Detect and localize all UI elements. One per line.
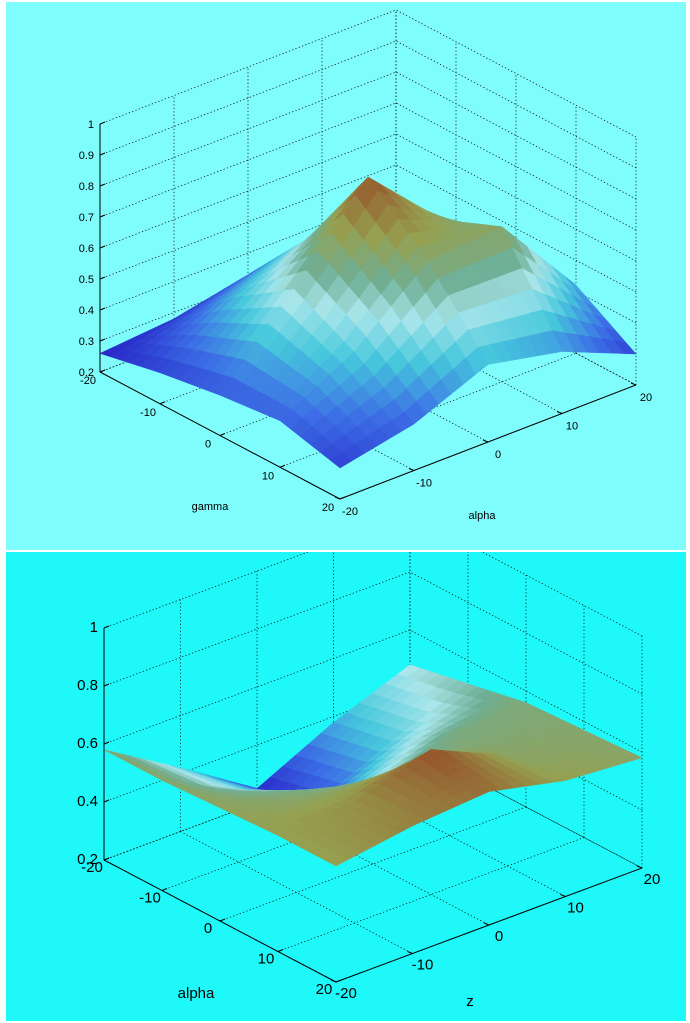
surface-plot-top: -20 -10 0 10 20 -20 -10 0 10 20 0.2 0.3 0.4 0.5 0.6 0.7… bbox=[6, 2, 686, 550]
y-tick-label: -20 bbox=[342, 506, 358, 518]
x-tick bbox=[277, 949, 284, 952]
y-tick-label: -10 bbox=[416, 478, 432, 490]
surface-patch bbox=[325, 854, 350, 867]
x-tick-label: 10 bbox=[258, 951, 275, 968]
z-tick-label: 0.6 bbox=[79, 243, 94, 255]
surface-chart-1: -20 -10 0 10 20 -20 -10 0 10 20 0.2 0.3 0.4 0.5 0.6 0.7… bbox=[6, 2, 686, 550]
x-tick-label: 10 bbox=[262, 470, 274, 482]
z-tick bbox=[103, 625, 110, 629]
z-tick-label: 0.5 bbox=[79, 274, 94, 286]
y-tick bbox=[636, 865, 643, 869]
y-tick bbox=[330, 979, 337, 983]
grid-line bbox=[103, 552, 643, 637]
grid-line bbox=[103, 571, 643, 695]
x-tick bbox=[159, 401, 166, 405]
z-tick-label: 1 bbox=[88, 119, 94, 131]
z-tick-label: 0.2 bbox=[77, 851, 98, 868]
surface-mesh bbox=[103, 664, 643, 867]
y-axis-label: alpha bbox=[469, 510, 497, 522]
y-tick-label: 20 bbox=[644, 871, 661, 888]
z-tick bbox=[99, 152, 106, 156]
y-tick bbox=[483, 922, 490, 926]
x-tick-label: 20 bbox=[322, 502, 334, 514]
x-axis-label: alpha bbox=[178, 985, 215, 1002]
z-tick bbox=[99, 183, 106, 187]
z-tick bbox=[99, 369, 106, 373]
y-tick-label: -10 bbox=[412, 957, 434, 974]
y-tick bbox=[334, 496, 341, 500]
y-tick-label: 10 bbox=[567, 900, 584, 917]
surface-patch bbox=[329, 451, 353, 469]
z-tick-label: 0.6 bbox=[77, 735, 98, 752]
z-tick-label: 0.9 bbox=[79, 150, 94, 162]
tick-labels: -20 -10 0 10 20 -20 -10 0 10 20 0.2 0.3 0.4 0.5 0.6 0.7… bbox=[79, 119, 652, 518]
x-tick-label: -20 bbox=[81, 859, 103, 876]
z-tick-label: 0.4 bbox=[77, 793, 98, 810]
z-tick bbox=[99, 307, 106, 311]
x-tick-label: -10 bbox=[139, 890, 161, 907]
z-tick bbox=[99, 121, 106, 125]
grid-line bbox=[103, 687, 643, 811]
y-tick-label: 0 bbox=[495, 449, 501, 461]
z-tick bbox=[103, 741, 110, 745]
x-tick bbox=[161, 888, 168, 891]
x-tick bbox=[219, 433, 226, 436]
x-tick-label: 0 bbox=[205, 439, 211, 451]
y-tick-label: -20 bbox=[335, 985, 357, 1002]
x-tick bbox=[219, 918, 226, 922]
y-tick bbox=[482, 439, 489, 443]
x-tick bbox=[279, 464, 286, 468]
x-tick bbox=[335, 979, 342, 983]
x-tick-label: -10 bbox=[140, 407, 156, 419]
x-axis-label: gamma bbox=[192, 501, 230, 513]
z-tick bbox=[103, 857, 110, 861]
x-tick-label: -20 bbox=[80, 375, 96, 387]
x-tick bbox=[339, 496, 346, 500]
z-tick bbox=[99, 276, 106, 280]
x-tick-label: 0 bbox=[204, 920, 212, 937]
z-tick bbox=[99, 214, 106, 218]
x-tick-label: 20 bbox=[316, 981, 333, 998]
z-tick-label: 0.7 bbox=[79, 212, 94, 224]
z-tick-label: 0.2 bbox=[79, 367, 94, 379]
z-tick-label: 1 bbox=[90, 619, 98, 636]
z-tick-label: 0.3 bbox=[79, 336, 94, 348]
z-tick bbox=[103, 683, 110, 687]
y-axis-label: z bbox=[466, 993, 474, 1010]
y-tick-label: 10 bbox=[566, 421, 578, 433]
y-tick bbox=[560, 894, 566, 897]
y-tick-label: 0 bbox=[495, 928, 503, 945]
z-tick-label: 0.8 bbox=[77, 677, 98, 694]
y-tick bbox=[408, 468, 415, 471]
y-tick-label: 20 bbox=[640, 392, 652, 404]
surface-plot-bottom: -20 -10 0 10 20 -20 -10 0 10 20 0.2 0.4 0.6 0.8 1 alpha… bbox=[6, 552, 686, 1021]
z-tick-label: 0.4 bbox=[79, 305, 94, 317]
y-tick bbox=[630, 382, 637, 386]
z-tick bbox=[99, 338, 106, 342]
z-tick-label: 0.8 bbox=[79, 181, 94, 193]
z-tick bbox=[103, 799, 110, 803]
z-tick bbox=[99, 245, 106, 249]
y-tick bbox=[556, 411, 563, 414]
y-tick bbox=[407, 951, 413, 954]
grid-line bbox=[103, 629, 643, 753]
surface-mesh bbox=[99, 176, 637, 469]
